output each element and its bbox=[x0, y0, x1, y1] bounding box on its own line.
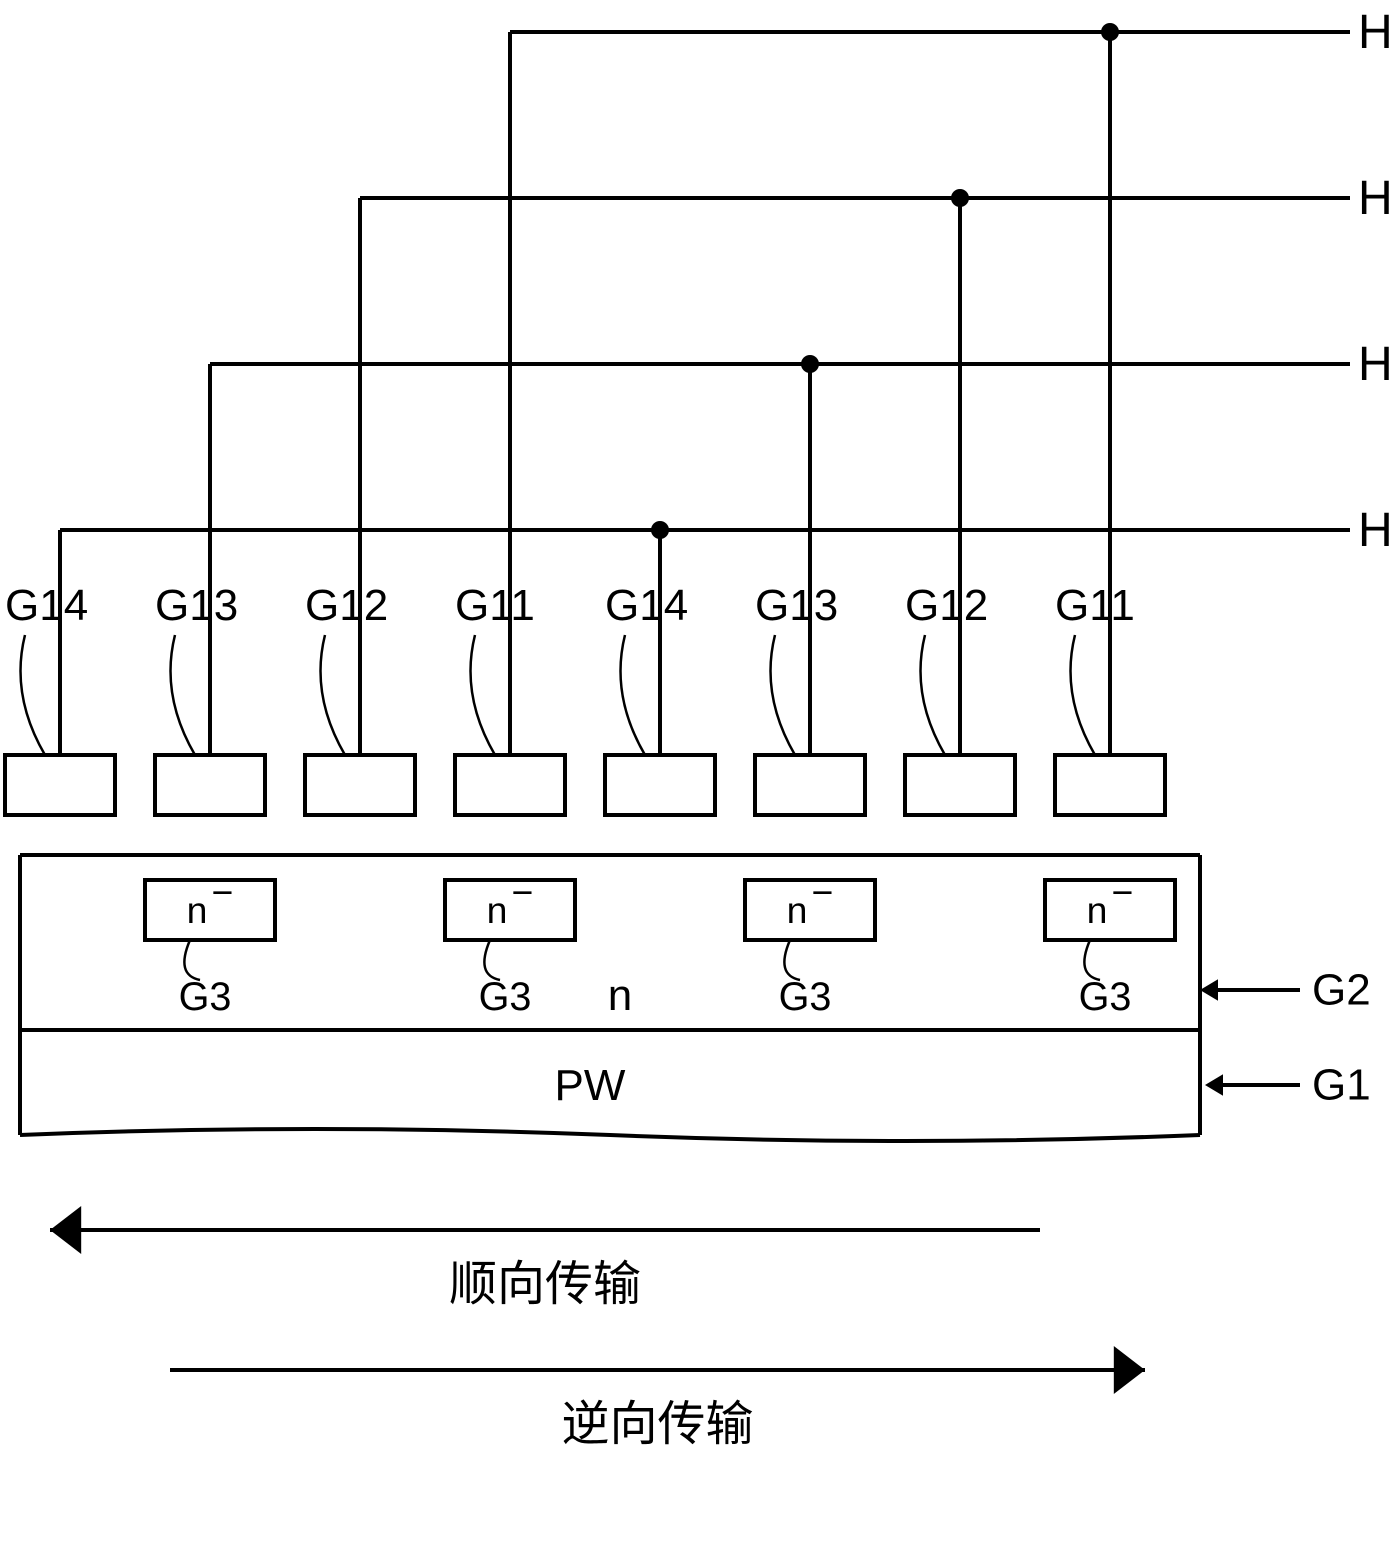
g3-leader-3 bbox=[1084, 940, 1100, 980]
layer-label-pw: PW bbox=[555, 1061, 626, 1110]
n-minus-box-0 bbox=[145, 880, 275, 940]
gate-leader-g14r bbox=[621, 635, 646, 755]
gate-label-g11r: G11 bbox=[1055, 581, 1135, 630]
junction-dot-g11r bbox=[1101, 23, 1119, 41]
n-minus-box-1 bbox=[445, 880, 575, 940]
layer-label-n: n bbox=[608, 971, 632, 1020]
gate-label-g11l: G11 bbox=[455, 581, 535, 630]
gate-label-g13l: G13 bbox=[155, 581, 238, 630]
gate-box-g12l bbox=[305, 755, 415, 815]
g3-label-0: G3 bbox=[179, 975, 232, 1019]
g3-label-2: G3 bbox=[779, 975, 832, 1019]
n-minus-box-2 bbox=[745, 880, 875, 940]
g3-label-1: G3 bbox=[479, 975, 532, 1019]
h-line-label-h4: H4 bbox=[1358, 504, 1392, 557]
gate-leader-g12l bbox=[321, 635, 346, 755]
gate-box-g11r bbox=[1055, 755, 1165, 815]
h-line-label-h1: H1 bbox=[1358, 6, 1392, 59]
gate-label-g14l: G14 bbox=[5, 581, 88, 630]
g3-label-3: G3 bbox=[1079, 975, 1132, 1019]
gate-box-g13l bbox=[155, 755, 265, 815]
gate-leader-g13r bbox=[771, 635, 796, 755]
arrow-head bbox=[1200, 979, 1218, 1001]
junction-dot-g13r bbox=[801, 355, 819, 373]
h-line-label-h2: H2 bbox=[1358, 172, 1392, 225]
side-arrow-label-g2: G2 bbox=[1312, 966, 1371, 1015]
gate-box-g14r bbox=[605, 755, 715, 815]
gate-box-g13r bbox=[755, 755, 865, 815]
gate-leader-g11r bbox=[1071, 635, 1096, 755]
gate-box-g14l bbox=[5, 755, 115, 815]
n-minus-box-3 bbox=[1045, 880, 1175, 940]
gate-label-g12r: G12 bbox=[905, 581, 988, 630]
gate-box-g12r bbox=[905, 755, 1015, 815]
forward-transfer-label: 顺向传输 bbox=[449, 1258, 641, 1311]
gate-box-g11l bbox=[455, 755, 565, 815]
reverse-transfer-label: 逆向传输 bbox=[561, 1398, 753, 1451]
h-line-label-h3: H3 bbox=[1358, 338, 1392, 391]
gate-label-g14r: G14 bbox=[605, 581, 688, 630]
g3-leader-0 bbox=[184, 940, 200, 980]
gate-leader-g12r bbox=[921, 635, 946, 755]
reverse-arrow-head bbox=[1114, 1346, 1145, 1394]
g3-leader-1 bbox=[484, 940, 500, 980]
g3-leader-2 bbox=[784, 940, 800, 980]
gate-label-g13r: G13 bbox=[755, 581, 838, 630]
forward-arrow-head bbox=[50, 1206, 81, 1254]
arrow-head bbox=[1205, 1074, 1223, 1096]
junction-dot-g12r bbox=[951, 189, 969, 207]
side-arrow-label-g1: G1 bbox=[1312, 1061, 1371, 1110]
gate-leader-g13l bbox=[171, 635, 196, 755]
gate-leader-g11l bbox=[471, 635, 496, 755]
channel-bottom-break bbox=[20, 1129, 1200, 1141]
junction-dot-g14r bbox=[651, 521, 669, 539]
gate-leader-g14l bbox=[21, 635, 46, 755]
gate-label-g12l: G12 bbox=[305, 581, 388, 630]
